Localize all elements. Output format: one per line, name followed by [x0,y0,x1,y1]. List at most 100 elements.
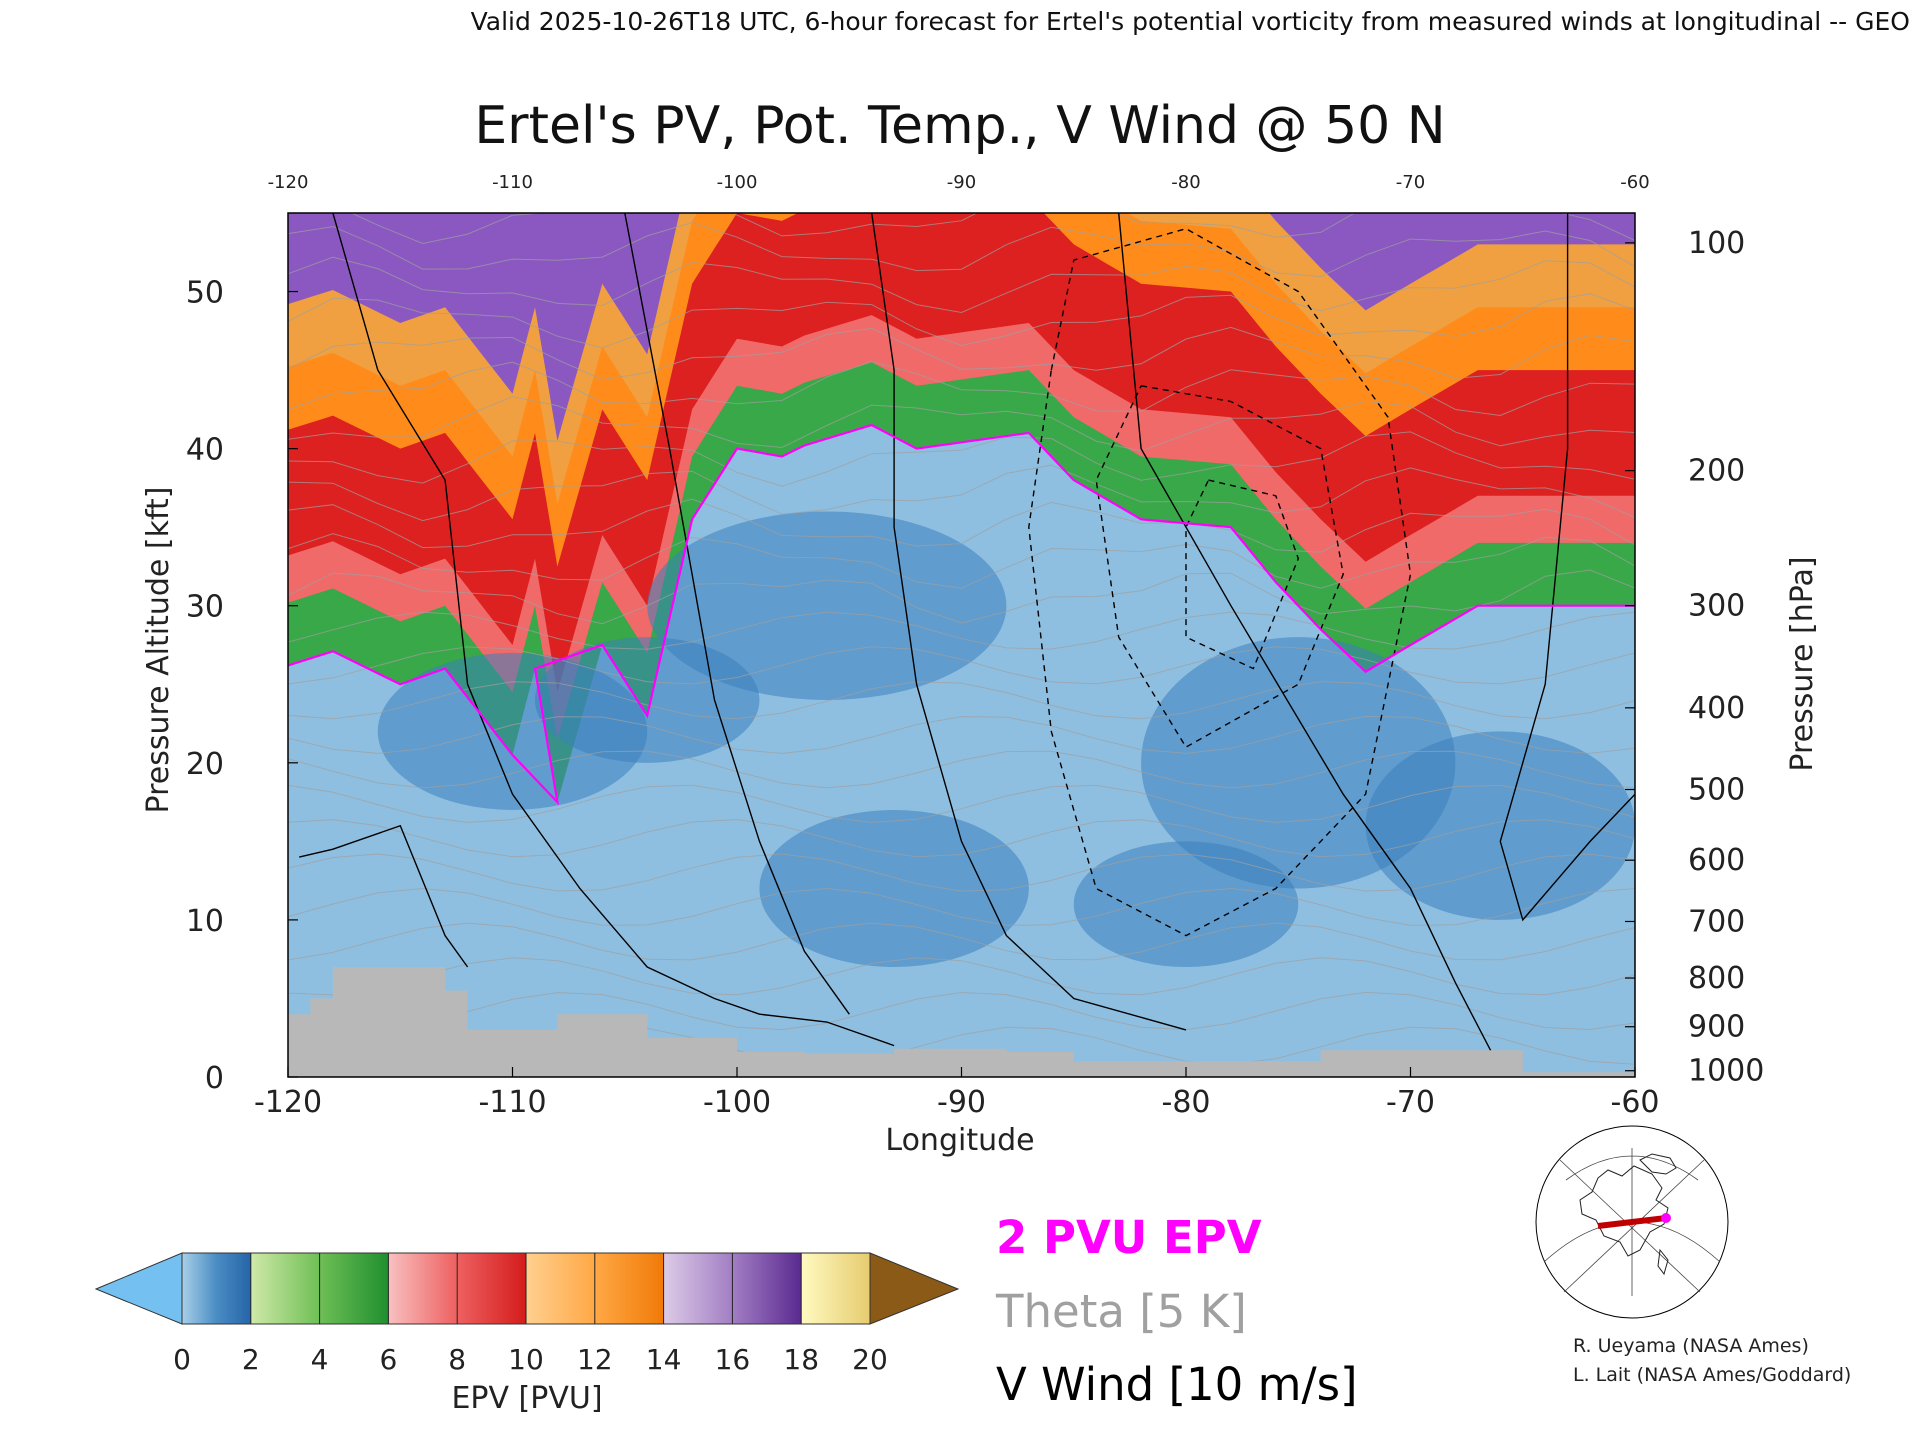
x-tick-label-top: -70 [1396,172,1425,193]
epv-band-purple [288,213,1635,441]
theta-contour [288,750,1635,789]
theta-contour [288,922,1635,961]
tropopause-2pvu-line [288,423,1635,806]
colorbar: 0 2 4 6 8 10 12 14 16 18 20 [94,1252,960,1376]
y-tick-label-right: 300 [1688,589,1745,624]
theta-contour [288,991,1635,1031]
colorbar-under-triangle [94,1252,183,1325]
x-tick-label-top: -100 [717,172,758,193]
credit-line-2: L. Lait (NASA Ames/Goddard) [1573,1364,1851,1386]
y-tick-label-right: 200 [1688,454,1745,489]
inset-map-coastlines [1579,1153,1677,1276]
v-wind-dashed-contour [1095,385,1344,749]
colorbar-tick-label: 18 [783,1343,819,1376]
epv-patch [759,809,1029,968]
x-tick-label: -120 [254,1085,322,1120]
x-tick-label: -100 [703,1085,771,1120]
colorbar-tick-label: 12 [577,1343,613,1376]
v-wind-contour [332,213,895,1047]
y-tick-label-left: 20 [186,747,224,782]
colorbar-label: EPV [PVU] [451,1381,602,1416]
y-tick-label-right: 100 [1688,226,1745,261]
inset-map-end-marker [1661,1213,1671,1223]
colorbar-over-triangle [869,1252,960,1325]
tropopause-layer [288,423,1635,806]
y-tick-label-right: 700 [1688,904,1745,939]
theta-contour [288,957,1635,996]
y-axis-label-right: Pressure [hPa] [1785,556,1820,771]
x-tick-label: -90 [937,1085,986,1120]
y-tick-label-left: 0 [205,1061,224,1096]
legend-theta: Theta [5 K] [995,1285,1247,1338]
theta-contour [288,569,1635,625]
y-tick-label-right: 900 [1688,1010,1745,1045]
terrain-layer [288,967,1635,1077]
x-tick-label-top: -80 [1171,172,1200,193]
y-tick-label-right: 800 [1688,961,1745,996]
v-wind-contour [871,213,1187,1031]
theta-contour [288,431,1635,487]
theta-contour [288,361,1635,417]
theta-contour [288,498,1635,553]
theta-contour [288,887,1635,926]
legend-v-wind: V Wind [10 m/s] [996,1358,1358,1411]
x-tick-label: -110 [478,1085,546,1120]
axes: -120 -120 -110 -110 -100 -100 -90 -90 -80 -80 -70 -… [186,172,1765,1120]
theta-contour [288,646,1635,685]
colorbar-tick-label: 10 [508,1343,544,1376]
theta-contour [288,681,1635,720]
theta-contour [288,464,1635,522]
chart-title: Ertel's PV, Pot. Temp., V Wind @ 50 N [474,96,1445,156]
epv-patch [1073,841,1299,968]
theta-contour [288,396,1635,452]
inset-map [1535,1125,1730,1319]
y-axis-label-left: Pressure Altitude [kft] [141,487,176,814]
x-tick-label-top: -90 [947,172,976,193]
v-wind-contour [1499,213,1635,922]
theta-contour [288,784,1635,823]
y-tick-label-left: 40 [186,433,224,468]
colorbar-tick-label: 2 [242,1343,260,1376]
colorbar-tick-label: 6 [379,1343,397,1376]
theta-contour [288,715,1635,754]
v-wind-dashed-contour [1185,479,1300,670]
epv-fill-layer [288,213,1635,1077]
terrain-mask [288,967,1635,1077]
y-tick-label-right: 500 [1688,773,1745,808]
y-tick-label-right: 600 [1688,843,1745,878]
inset-map-outline [1535,1125,1729,1319]
theta-contour [288,326,1635,381]
x-axis-label: Longitude [885,1123,1034,1158]
colorbar-tick-label: 8 [448,1343,466,1376]
theta-contour-layer [288,213,1635,1065]
theta-contour [288,611,1635,650]
theta-contour [288,221,1635,278]
valid-time-header: Valid 2025-10-26T18 UTC, 6-hour forecast… [471,7,1910,36]
x-tick-label: -70 [1386,1085,1435,1120]
x-tick-label-top: -60 [1620,172,1649,193]
theta-contour [350,213,1635,245]
v-wind-contour [624,213,850,1015]
colorbar-tick-label: 20 [852,1343,888,1376]
x-tick-label: -80 [1162,1085,1211,1120]
y-tick-label-right: 400 [1688,691,1745,726]
colorbar-tick-label: 4 [311,1343,329,1376]
colorbar-tick-label: 0 [173,1343,191,1376]
epv-patch [647,511,1007,700]
colorbar-tick-label: 16 [715,1343,751,1376]
v-wind-contour [1118,213,1501,1070]
inset-map-section-line [1597,1215,1667,1229]
y-tick-label-right: 1000 [1688,1054,1764,1089]
y-tick-label-left: 10 [186,904,224,939]
y-tick-label-left: 30 [186,590,224,625]
theta-contour [288,293,1635,349]
theta-contour [288,819,1635,858]
legend-2pvu: 2 PVU EPV [996,1211,1262,1264]
x-tick-label: -60 [1611,1085,1660,1120]
x-tick-label-top: -110 [492,172,533,193]
v-wind-contour [299,824,469,968]
v-wind-contour-layer [299,213,1635,1070]
theta-contour [288,256,1635,314]
colorbar-tick-label: 14 [646,1343,682,1376]
